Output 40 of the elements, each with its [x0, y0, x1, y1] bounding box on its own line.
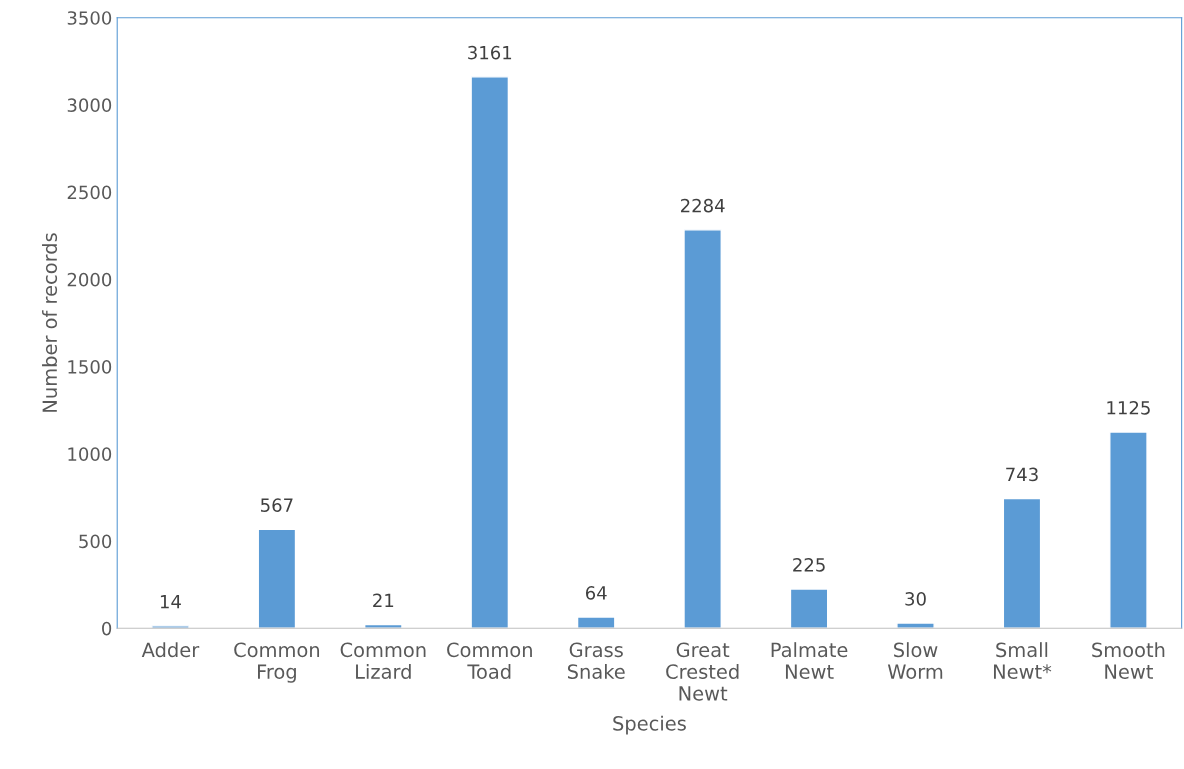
y-axis-title: Number of records [42, 233, 58, 412]
y-tick-label: 2500 [67, 185, 112, 200]
x-tick-label: Small Newt* [994, 642, 1052, 679]
bar [789, 588, 829, 629]
x-tick-label: Adder [141, 642, 200, 658]
x-tick-label: Common Frog [234, 642, 320, 683]
x-tick-label: Common Lizard [340, 642, 426, 679]
x-axis-title: Species [613, 715, 686, 735]
x-tick-label: Common Toad [447, 642, 532, 679]
x-tick-label: Grass Snake [567, 642, 625, 679]
y-tick-label: 1000 [68, 447, 112, 461]
data-label: 21 [373, 593, 394, 607]
bar [151, 625, 190, 629]
bar [683, 229, 722, 629]
bar [896, 622, 935, 629]
y-tick-label: 0 [102, 621, 112, 636]
data-label: 225 [793, 557, 825, 572]
bar [363, 623, 403, 629]
data-label: 64 [585, 586, 607, 600]
bar [470, 76, 510, 629]
x-tick-label: Great Crested Newt [666, 642, 739, 701]
y-tick-label: 3000 [67, 98, 112, 113]
data-label: 14 [160, 595, 181, 609]
y-tick-label: 500 [79, 534, 112, 549]
data-label: 1125 [1107, 400, 1150, 415]
data-label: 567 [261, 498, 293, 512]
data-label: 3161 [468, 45, 512, 60]
x-tick-label: Slow Worm [887, 642, 943, 679]
y-tick-label: 2000 [67, 272, 112, 287]
bar [1109, 431, 1148, 629]
bar [576, 616, 616, 629]
data-label: 743 [1006, 467, 1038, 482]
data-label: 30 [905, 591, 926, 606]
data-label: 2284 [680, 198, 725, 213]
x-tick-label: Smooth Newt [1092, 642, 1165, 679]
bar [1002, 497, 1042, 629]
x-tick-label: Palmate Newt [771, 642, 848, 679]
y-tick-label: 3500 [67, 11, 112, 25]
y-tick-label: 1500 [68, 360, 112, 374]
bar [257, 528, 297, 629]
